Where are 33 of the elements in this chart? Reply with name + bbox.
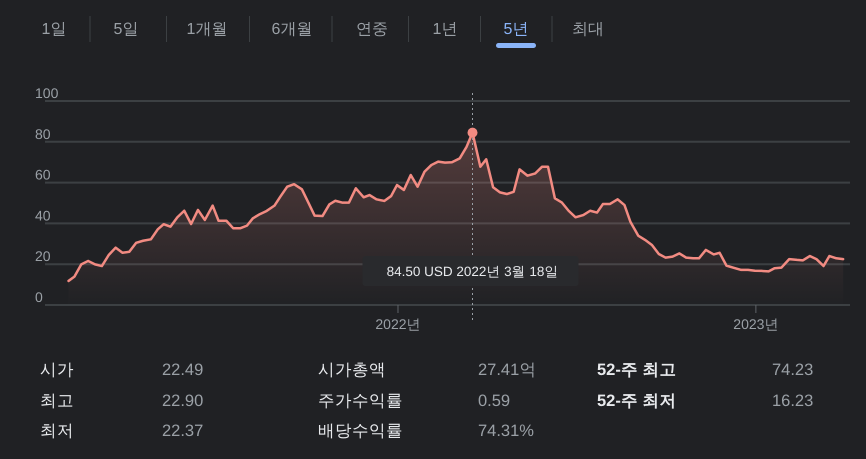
text: 주가수익률 (318, 392, 403, 410)
text: 최저 (40, 422, 74, 440)
text: 22.90 (162, 392, 204, 410)
annotation: 84.50 USD 2022년 3월 18일 (386, 264, 558, 279)
y-tick-label: 40 (35, 207, 51, 224)
y-tick-label: 0 (35, 289, 43, 305)
y-tick-label: 100 (35, 85, 59, 101)
text: 0.59 (478, 392, 510, 410)
text: 6개월 (272, 21, 312, 38)
text: 74.31% (478, 422, 534, 440)
y-tick-label: 80 (35, 126, 51, 142)
text: 1년 (432, 21, 458, 38)
text: 16.23 (772, 392, 814, 410)
text: 시가 (40, 361, 74, 379)
x-tick-label: 2022년 (375, 316, 421, 332)
text: 74.23 (772, 361, 814, 379)
text: 52-주 최고 (597, 361, 676, 379)
text: 5일 (114, 21, 138, 38)
text: 1일 (42, 21, 66, 38)
text: 최대 (572, 21, 604, 38)
text: 연중 (356, 21, 388, 38)
text: 시가총액 (318, 361, 386, 379)
text: 22.37 (162, 422, 204, 440)
text: 최고 (40, 392, 74, 410)
text: 5년 (504, 21, 528, 38)
x-tick-label: 2023년 (733, 316, 778, 332)
text: 52-주 최저 (597, 392, 676, 410)
y-tick-label: 60 (35, 166, 51, 183)
y-tick-label: 20 (35, 248, 51, 264)
text: 배당수익률 (318, 422, 403, 440)
text: 27.41억 (478, 361, 536, 379)
text: 1개월 (186, 21, 228, 38)
text: 22.49 (162, 361, 204, 379)
